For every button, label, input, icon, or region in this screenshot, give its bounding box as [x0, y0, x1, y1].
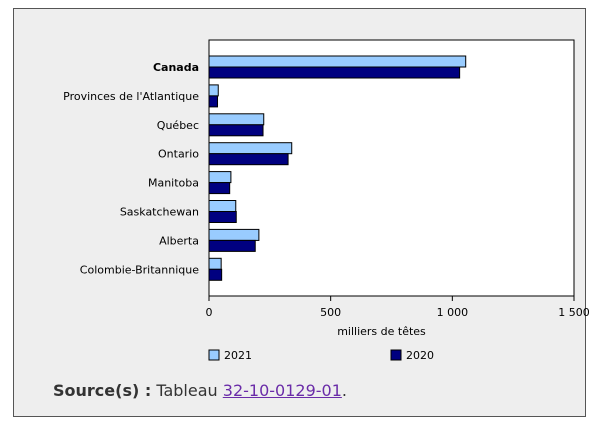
category-label: Provinces de l'Atlantique	[63, 90, 199, 103]
bar-2021-4	[208, 171, 232, 184]
bar-2021-1	[208, 84, 219, 97]
category-label: Canada	[153, 61, 199, 74]
bar-2020-6	[208, 239, 256, 252]
source-table-link[interactable]: 32-10-0129-01	[222, 381, 342, 400]
x-tick-label: 0	[206, 306, 213, 319]
category-label: Colombie-Britannique	[80, 263, 199, 276]
bar-2020-3	[208, 153, 289, 166]
x-axis-label: milliers de têtes	[337, 325, 426, 338]
category-label: Saskatchewan	[120, 206, 199, 219]
bar-2020-4	[208, 182, 231, 195]
bar-2021-7	[208, 257, 222, 270]
source-note: Source(s) : Tableau 32-10-0129-01.	[53, 381, 347, 400]
x-tick-label: 1 000	[437, 306, 469, 319]
category-label: Ontario	[158, 148, 199, 161]
bar-2020-7	[208, 268, 223, 281]
bar-2021-3	[208, 142, 293, 155]
bar-2020-2	[208, 124, 264, 137]
source-label: Source(s) :	[53, 381, 152, 400]
category-label: Manitoba	[148, 177, 199, 190]
legend-label-2020: 2020	[406, 349, 434, 362]
bar-2021-6	[208, 228, 260, 241]
bar-2020-0	[208, 66, 461, 79]
bar-2021-2	[208, 113, 265, 126]
plot-area	[208, 39, 575, 297]
x-tick-label: 1 500	[558, 306, 590, 319]
bar-2021-5	[208, 200, 237, 212]
source-text: Tableau	[156, 381, 218, 400]
category-label: Québec	[157, 119, 199, 132]
bar-2021-0	[208, 55, 467, 68]
category-label: Alberta	[159, 234, 199, 247]
legend-swatch-2020	[390, 349, 402, 361]
x-tick-label: 500	[320, 306, 341, 319]
source-suffix: .	[341, 381, 347, 400]
bar-2020-1	[208, 95, 219, 108]
legend-swatch-2021	[208, 349, 220, 361]
legend-label-2021: 2021	[224, 349, 252, 362]
bar-2020-5	[208, 211, 237, 223]
